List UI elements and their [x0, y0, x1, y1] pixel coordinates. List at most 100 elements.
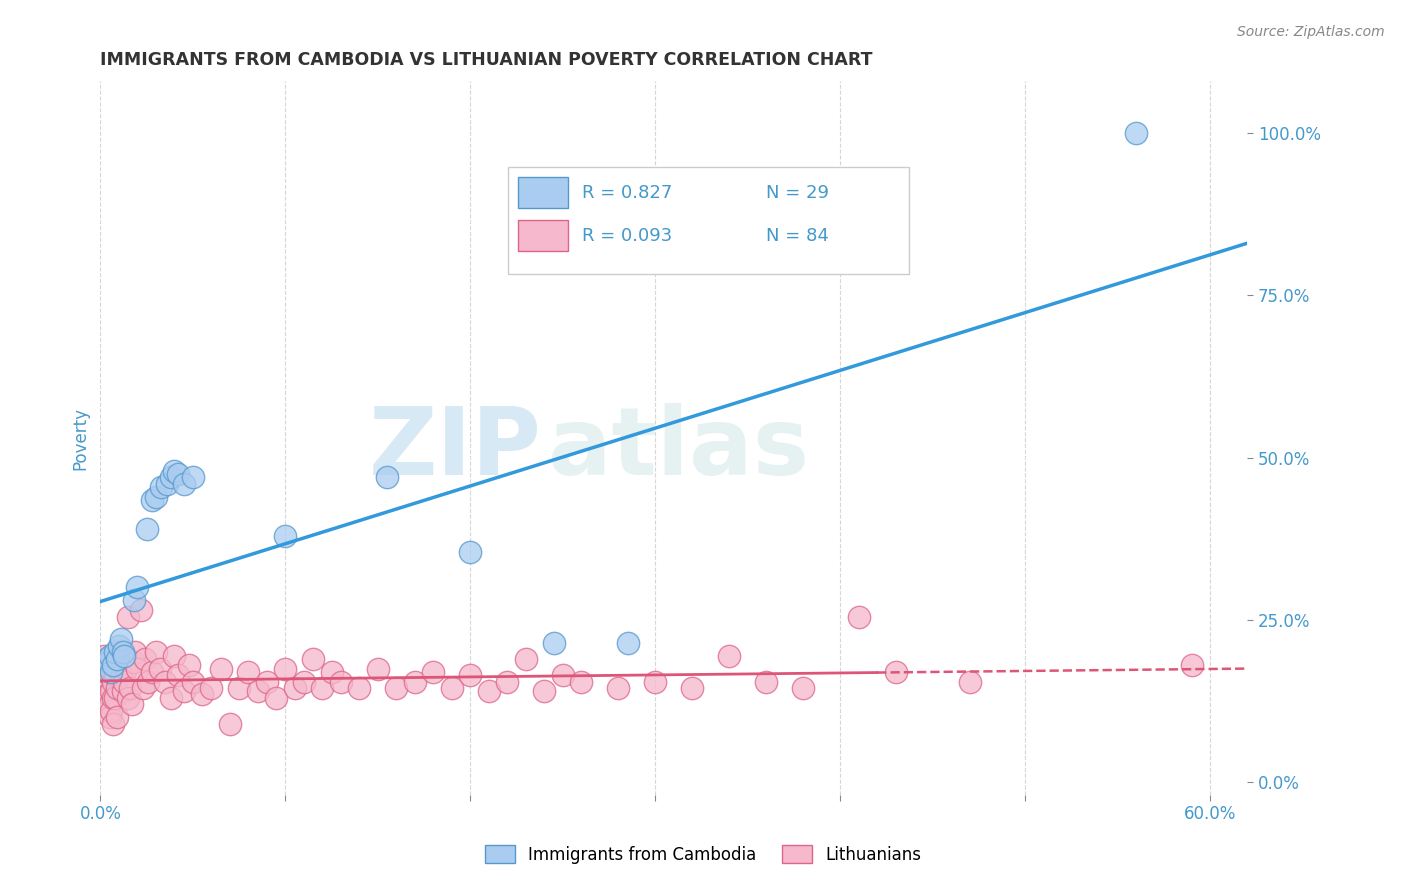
Point [98, 710, 121, 724]
Point [141, 665, 163, 679]
Point [159, 690, 181, 705]
Point [181, 470, 204, 484]
Point [329, 674, 352, 689]
Point [100, 704, 122, 718]
Point [108, 639, 131, 653]
Point [848, 609, 870, 624]
Point [138, 674, 160, 689]
Point [117, 609, 139, 624]
Point [616, 635, 638, 649]
Point [94, 661, 117, 675]
Text: R = 0.827: R = 0.827 [582, 184, 672, 202]
Point [274, 528, 297, 542]
Point [124, 645, 146, 659]
Point [238, 665, 260, 679]
Text: IMMIGRANTS FROM CAMBODIA VS LITHUANIAN POVERTY CORRELATION CHART: IMMIGRANTS FROM CAMBODIA VS LITHUANIAN P… [100, 51, 873, 69]
Point [153, 674, 176, 689]
Point [1125, 126, 1147, 140]
Point [191, 688, 214, 702]
Point [884, 665, 907, 679]
Point [440, 681, 463, 695]
Point [228, 681, 250, 695]
Point [134, 652, 156, 666]
Y-axis label: Poverty: Poverty [72, 407, 89, 470]
Point [93, 648, 115, 663]
Point [181, 674, 204, 689]
Point [103, 674, 125, 689]
Point [367, 661, 389, 675]
Point [311, 681, 333, 695]
Point [97, 688, 120, 702]
Point [264, 690, 287, 705]
Point [256, 674, 278, 689]
Point [122, 593, 145, 607]
FancyBboxPatch shape [517, 177, 568, 209]
Point [167, 668, 190, 682]
Point [150, 480, 173, 494]
Point [110, 668, 132, 682]
Point [103, 690, 125, 705]
Point [104, 645, 127, 659]
Point [404, 674, 426, 689]
Point [121, 697, 143, 711]
Point [100, 661, 122, 675]
Point [104, 668, 127, 682]
Text: N = 84: N = 84 [766, 227, 828, 244]
Point [200, 681, 222, 695]
Legend: Immigrants from Cambodia, Lithuanians: Immigrants from Cambodia, Lithuanians [478, 838, 928, 871]
Point [644, 674, 666, 689]
Point [98, 648, 121, 663]
Point [375, 470, 398, 484]
Point [173, 684, 195, 698]
Point [110, 632, 132, 647]
Point [533, 684, 555, 698]
Point [1181, 658, 1204, 673]
Point [179, 658, 201, 673]
FancyBboxPatch shape [517, 219, 568, 252]
Point [141, 492, 163, 507]
Point [209, 661, 232, 675]
Point [163, 464, 186, 478]
Point [100, 684, 122, 698]
Text: N = 29: N = 29 [766, 184, 828, 202]
Point [959, 674, 981, 689]
Point [145, 645, 167, 659]
Point [515, 652, 537, 666]
Point [94, 652, 117, 666]
Point [108, 645, 131, 659]
Point [292, 674, 315, 689]
Point [349, 681, 371, 695]
Point [103, 658, 125, 673]
Point [569, 674, 592, 689]
Point [543, 635, 565, 649]
Point [98, 697, 121, 711]
Point [129, 603, 152, 617]
Point [302, 652, 325, 666]
Point [755, 674, 778, 689]
Point [94, 681, 117, 695]
Point [460, 545, 482, 559]
Point [173, 476, 195, 491]
Point [97, 655, 120, 669]
Point [115, 661, 138, 675]
Point [145, 490, 167, 504]
Point [246, 684, 269, 698]
Point [108, 661, 131, 675]
Point [122, 655, 145, 669]
Point [551, 668, 574, 682]
Point [718, 648, 741, 663]
Point [321, 665, 343, 679]
Point [218, 716, 240, 731]
Point [111, 684, 134, 698]
Point [111, 645, 134, 659]
Point [496, 674, 519, 689]
Point [148, 661, 170, 675]
Point [607, 681, 630, 695]
Point [112, 648, 135, 663]
Point [98, 668, 121, 682]
Point [159, 470, 181, 484]
Point [460, 668, 482, 682]
Text: ZIP: ZIP [368, 403, 541, 495]
Point [112, 674, 135, 689]
Point [167, 467, 190, 481]
